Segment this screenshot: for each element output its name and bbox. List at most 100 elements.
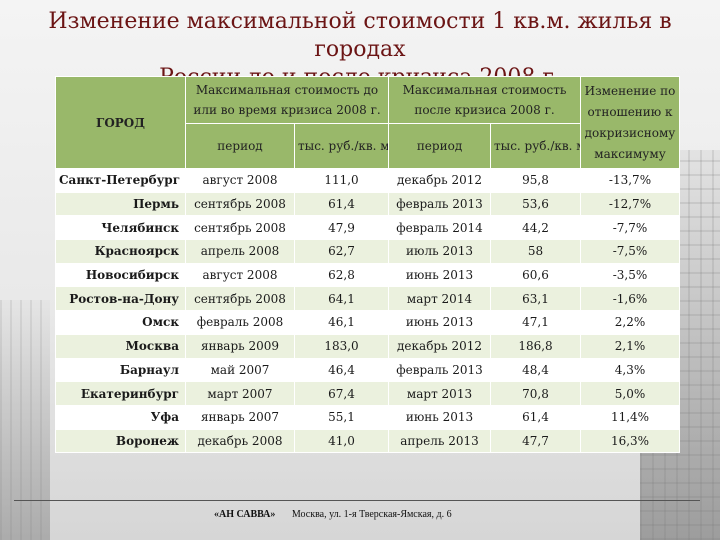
cell-after-price: 95,8 <box>490 168 582 193</box>
price-table: ГОРОД Максимальная стоимость до или во в… <box>55 76 681 454</box>
cell-after-period: февраль 2013 <box>388 357 492 383</box>
header-before-period: период <box>185 123 295 169</box>
cell-before-price: 183,0 <box>293 333 390 359</box>
cell-city: Уфа <box>55 404 186 430</box>
cell-after-price: 48,4 <box>490 357 582 383</box>
header-city: ГОРОД <box>55 76 186 169</box>
cell-city: Челябинск <box>55 215 186 241</box>
cell-after-period: апрель 2013 <box>388 428 492 454</box>
cell-after-price: 63,1 <box>490 286 582 312</box>
table-body: Санкт-Петербург август 2008 111,0 декабрь 2… <box>55 168 681 454</box>
table-row: Екатеринбург март 2007 67,4 март 2013 70,8 5,… <box>55 381 681 406</box>
table-row: Новосибирск август 2008 62,8 июнь 2013 60,6-… <box>55 262 681 288</box>
cell-after-price: 60,6 <box>490 262 582 288</box>
cell-after-period: июль 2013 <box>388 239 492 264</box>
header-before-price: тыс. руб./кв. м <box>293 123 390 169</box>
cell-before-period: апрель 2008 <box>185 239 295 264</box>
background-building-left <box>0 300 50 540</box>
title-line-1: Изменение максимальной стоимости 1 кв.м.… <box>48 9 672 62</box>
header-before-line-2: или во время кризиса 2008 г. <box>193 103 381 117</box>
cell-before-price: 55,1 <box>293 404 390 430</box>
cell-change: -12,7% <box>580 191 681 217</box>
cell-change: 4,3% <box>580 357 681 383</box>
header-change: Изменение по отношению к докризисному ма… <box>580 76 681 169</box>
cell-city: Ростов-на-Дону <box>55 286 186 312</box>
cell-before-period: январь 2007 <box>185 404 295 430</box>
cell-after-period: июнь 2013 <box>388 310 492 335</box>
cell-change: -1,6% <box>580 286 681 312</box>
cell-before-period: май 2007 <box>185 357 295 383</box>
table-row: Пермь сентябрь 2008 61,4 февраль 2013 53,6 -1… <box>55 191 681 217</box>
cell-change: 5,0% <box>580 381 681 406</box>
cell-after-price: 44,2 <box>490 215 582 241</box>
cell-before-period: февраль 2008 <box>185 310 295 335</box>
cell-change: 2,2% <box>580 310 681 335</box>
cell-city: Воронеж <box>55 428 186 454</box>
cell-before-period: сентябрь 2008 <box>185 191 295 217</box>
cell-after-price: 58 <box>490 239 582 264</box>
header-after-line-1: Максимальная стоимость <box>402 83 567 97</box>
cell-change: 11,4% <box>580 404 681 430</box>
cell-after-price: 53,6 <box>490 191 582 217</box>
cell-city: Москва <box>55 333 186 359</box>
table-row: Красноярск апрель 2008 62,7 июль 2013 58 -7,5… <box>55 239 681 264</box>
footer-address: Москва, ул. 1-я Тверская-Ямская, д. 6 <box>291 509 452 520</box>
table-row: Москва январь 2009 183,0 декабрь 2012 186,8 2… <box>55 333 681 359</box>
cell-after-period: декабрь 2012 <box>388 333 492 359</box>
cell-city: Барнаул <box>55 357 186 383</box>
cell-after-period: март 2013 <box>388 381 492 406</box>
table-row: Ростов-на-Дону сентябрь 2008 64,1 март 2014… <box>55 286 681 312</box>
cell-after-period: март 2014 <box>388 286 492 312</box>
table-row: Уфа январь 2007 55,1 июнь 2013 61,4 11,4% <box>55 404 681 430</box>
header-before-line-1: Максимальная стоимость до <box>195 83 379 97</box>
footer: «АН САВВА» Москва, ул. 1-я Тверская-Ямск… <box>214 509 452 520</box>
cell-city: Екатеринбург <box>55 381 186 406</box>
cell-before-period: март 2007 <box>185 381 295 406</box>
cell-before-price: 67,4 <box>293 381 390 406</box>
cell-change: -13,7% <box>580 168 681 193</box>
cell-before-price: 47,9 <box>293 215 390 241</box>
cell-change: -3,5% <box>580 262 681 288</box>
table-row: Омск февраль 2008 46,1 июнь 2013 47,1 2,2% <box>55 310 681 335</box>
header-after-price: тыс. руб./кв. м <box>490 123 582 169</box>
cell-after-period: июнь 2013 <box>388 262 492 288</box>
cell-after-price: 47,7 <box>490 428 582 454</box>
cell-before-price: 111,0 <box>293 168 390 193</box>
cell-before-price: 61,4 <box>293 191 390 217</box>
cell-after-price: 186,8 <box>490 333 582 359</box>
header-change-text: Изменение по отношению к докризисному ма… <box>584 83 676 161</box>
cell-after-price: 47,1 <box>490 310 582 335</box>
footer-divider <box>14 500 700 501</box>
table-row: Санкт-Петербург август 2008 111,0 декабрь 2… <box>55 168 681 193</box>
footer-brand: «АН САВВА» <box>214 509 276 520</box>
header-after-line-2: после кризиса 2008 г. <box>414 103 555 117</box>
header-before: Максимальная стоимость до или во время к… <box>184 76 390 124</box>
cell-after-period: февраль 2013 <box>388 191 492 217</box>
cell-before-price: 41,0 <box>293 428 390 454</box>
cell-after-price: 61,4 <box>490 404 582 430</box>
cell-change: -7,5% <box>580 239 681 264</box>
header-after: Максимальная стоимость после кризиса 200… <box>388 76 582 124</box>
cell-change: 16,3% <box>580 428 681 454</box>
table-row: Воронеж декабрь 2008 41,0 апрель 2013 47,7 16… <box>55 428 681 454</box>
cell-before-period: сентябрь 2008 <box>185 215 295 241</box>
cell-city: Санкт-Петербург <box>55 168 186 193</box>
cell-after-period: декабрь 2012 <box>388 168 492 193</box>
header-after-period: период <box>388 123 492 169</box>
cell-before-price: 62,7 <box>293 239 390 264</box>
cell-after-price: 70,8 <box>490 381 582 406</box>
cell-change: 2,1% <box>580 333 681 359</box>
cell-before-period: сентябрь 2008 <box>185 286 295 312</box>
cell-before-price: 62,8 <box>293 262 390 288</box>
cell-change: -7,7% <box>580 215 681 241</box>
cell-before-price: 46,1 <box>293 310 390 335</box>
cell-before-period: январь 2009 <box>185 333 295 359</box>
cell-city: Красноярск <box>55 239 186 264</box>
cell-before-period: август 2008 <box>185 168 295 193</box>
cell-after-period: июнь 2013 <box>388 404 492 430</box>
cell-city: Новосибирск <box>55 262 186 288</box>
cell-before-price: 64,1 <box>293 286 390 312</box>
cell-city: Пермь <box>55 191 186 217</box>
cell-before-price: 46,4 <box>293 357 390 383</box>
cell-after-period: февраль 2014 <box>388 215 492 241</box>
